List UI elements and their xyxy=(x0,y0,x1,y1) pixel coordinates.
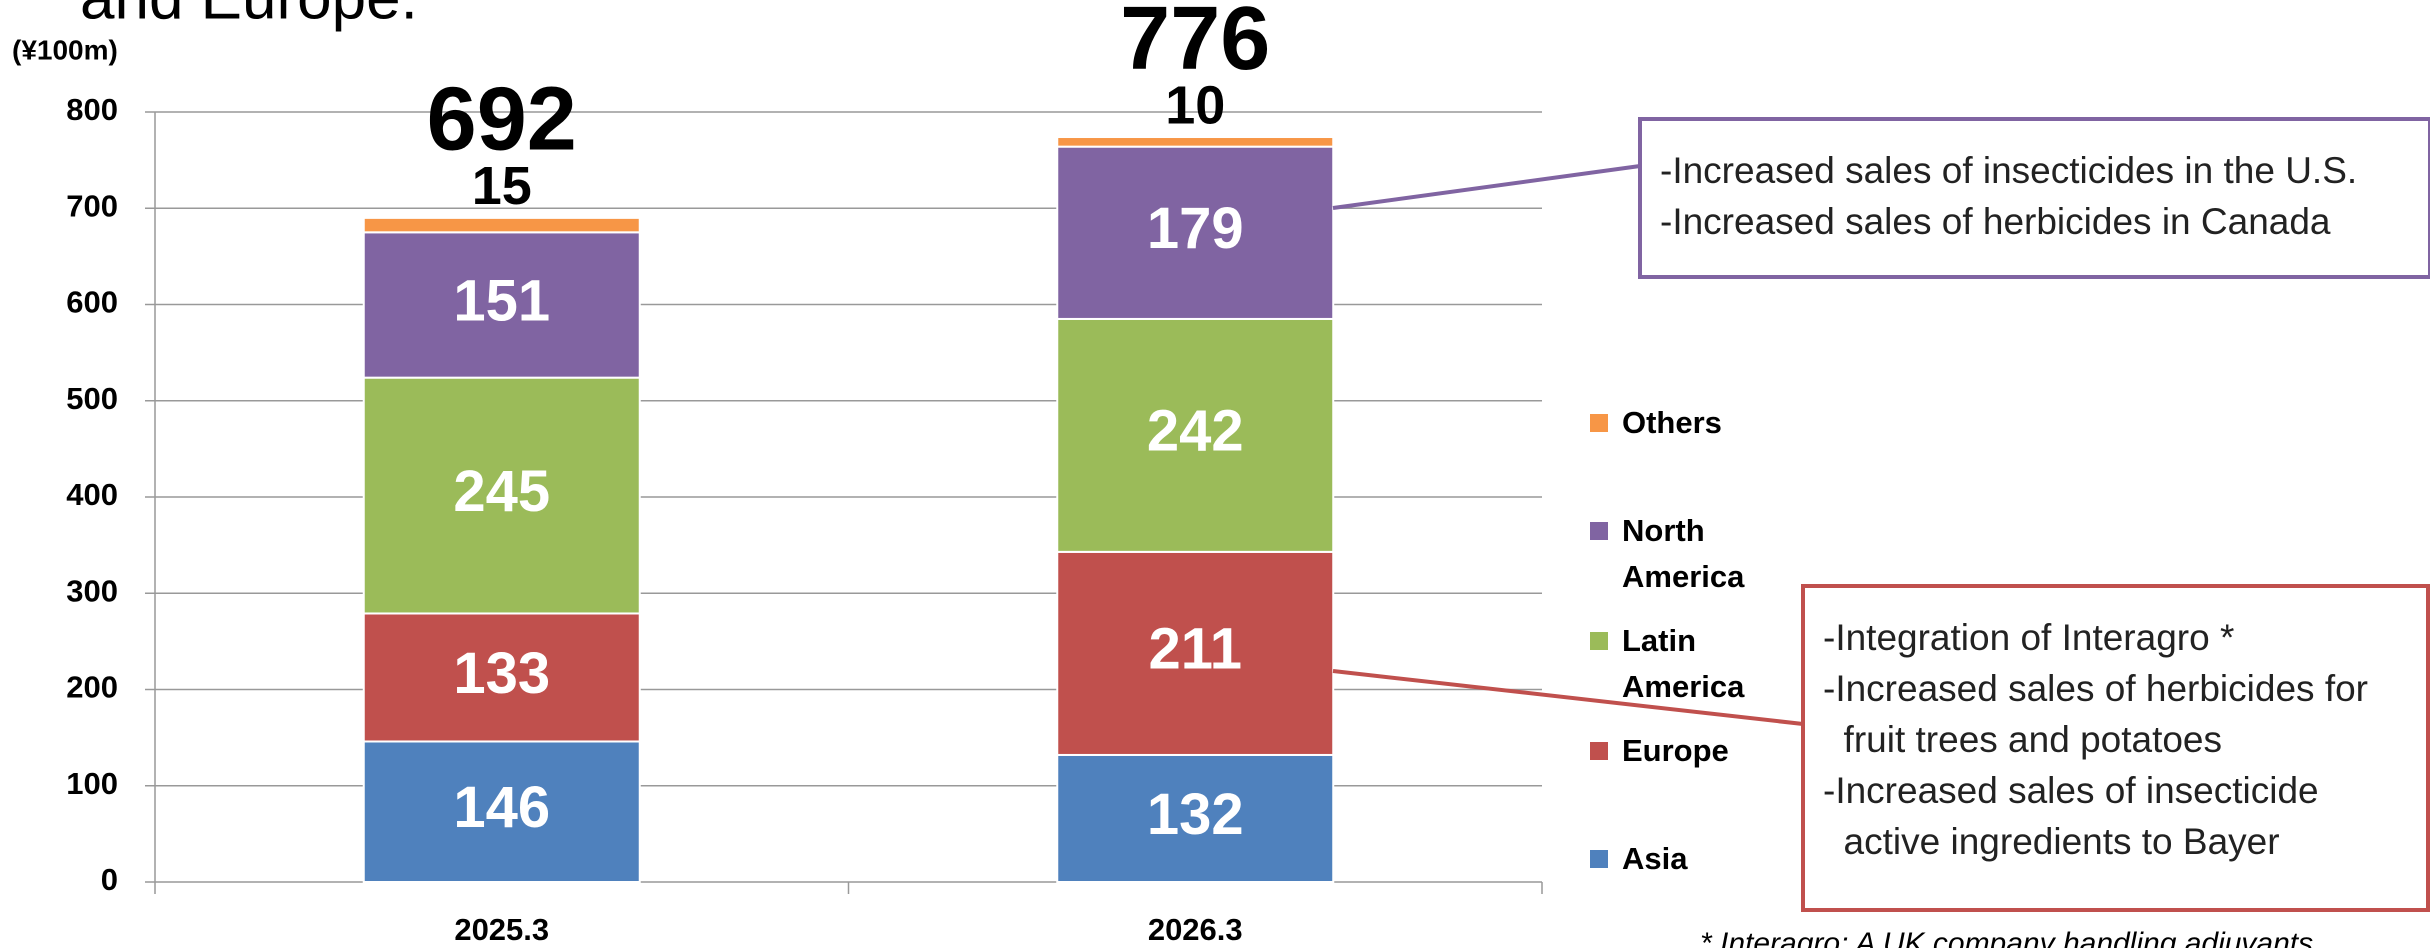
legend-label: Others xyxy=(1622,405,1722,440)
bar-segment xyxy=(1056,317,1335,553)
y-tick-label: 200 xyxy=(66,670,118,705)
total-label: 776 xyxy=(1120,0,1270,89)
y-tick-label: 100 xyxy=(66,766,118,801)
x-tick-label: 2026.3 xyxy=(1148,912,1243,947)
legend-swatch xyxy=(1590,850,1608,868)
chart-title: and Europe. xyxy=(80,0,418,32)
bar-segment xyxy=(1056,136,1335,148)
legend-entry: North America xyxy=(1590,508,1772,600)
legend-swatch xyxy=(1590,522,1608,540)
x-tick-label: 2025.3 xyxy=(454,912,549,947)
segment-label: 242 xyxy=(1147,399,1244,464)
annotation-text: -Increased sales of herbicides for xyxy=(1823,668,2368,709)
bar-segment xyxy=(1056,753,1335,884)
annotation-connector xyxy=(1332,669,1804,726)
legend-entry: Asia xyxy=(1590,836,1772,882)
y-tick-label: 800 xyxy=(66,92,118,127)
legend-swatch xyxy=(1590,414,1608,432)
segment-label: 10 xyxy=(1165,75,1225,135)
y-tick-label: 600 xyxy=(66,285,118,320)
legend-swatch xyxy=(1590,742,1608,760)
segment-label: 151 xyxy=(453,268,550,333)
legend-entry: Europe xyxy=(1590,728,1772,774)
segment-label: 146 xyxy=(453,775,550,840)
y-tick-label: 0 xyxy=(101,862,118,897)
y-tick-label: 300 xyxy=(66,573,118,608)
annotation-box xyxy=(1801,584,2430,912)
segment-label: 132 xyxy=(1147,782,1244,847)
annotation-text: -Integration of Interagro * xyxy=(1823,617,2234,658)
bar-segment xyxy=(362,376,641,615)
legend-entry: Latin America xyxy=(1590,618,1772,710)
y-tick-label: 400 xyxy=(66,477,118,512)
segment-label: 179 xyxy=(1147,196,1244,261)
bar-segment xyxy=(362,612,641,743)
segment-label: 245 xyxy=(453,459,550,524)
legend-label: Asia xyxy=(1622,841,1688,876)
annotation-text: active ingredients to Bayer xyxy=(1823,821,2280,862)
annotation-text: -Increased sales of insecticide xyxy=(1823,770,2319,811)
total-label: 692 xyxy=(427,70,577,170)
bar-segment xyxy=(362,216,641,234)
annotation-connector xyxy=(1332,164,1641,210)
legend-swatch xyxy=(1590,632,1608,650)
legend-entry: Others xyxy=(1590,400,1772,446)
y-tick-label: 500 xyxy=(66,381,118,416)
unit-label: (¥100m) xyxy=(12,34,118,65)
segment-label: 15 xyxy=(472,156,532,216)
bar-segment xyxy=(1056,145,1335,320)
legend-label: North America xyxy=(1622,513,1745,594)
segment-label: 211 xyxy=(1148,617,1242,682)
y-tick-label: 700 xyxy=(66,188,118,223)
annotation-box xyxy=(1638,117,2430,279)
annotation-text: fruit trees and potatoes xyxy=(1823,719,2222,760)
legend-label: Europe xyxy=(1622,733,1729,768)
segment-label: 133 xyxy=(453,641,550,706)
annotation-text: -Increased sales of insecticides in the … xyxy=(1660,150,2357,191)
bar-segment xyxy=(362,740,641,883)
legend-label: Latin America xyxy=(1622,623,1745,704)
footnote: * Interagro: A UK company handling adjuv… xyxy=(1700,927,2313,948)
annotation-text: -Increased sales of herbicides in Canada xyxy=(1660,201,2331,242)
